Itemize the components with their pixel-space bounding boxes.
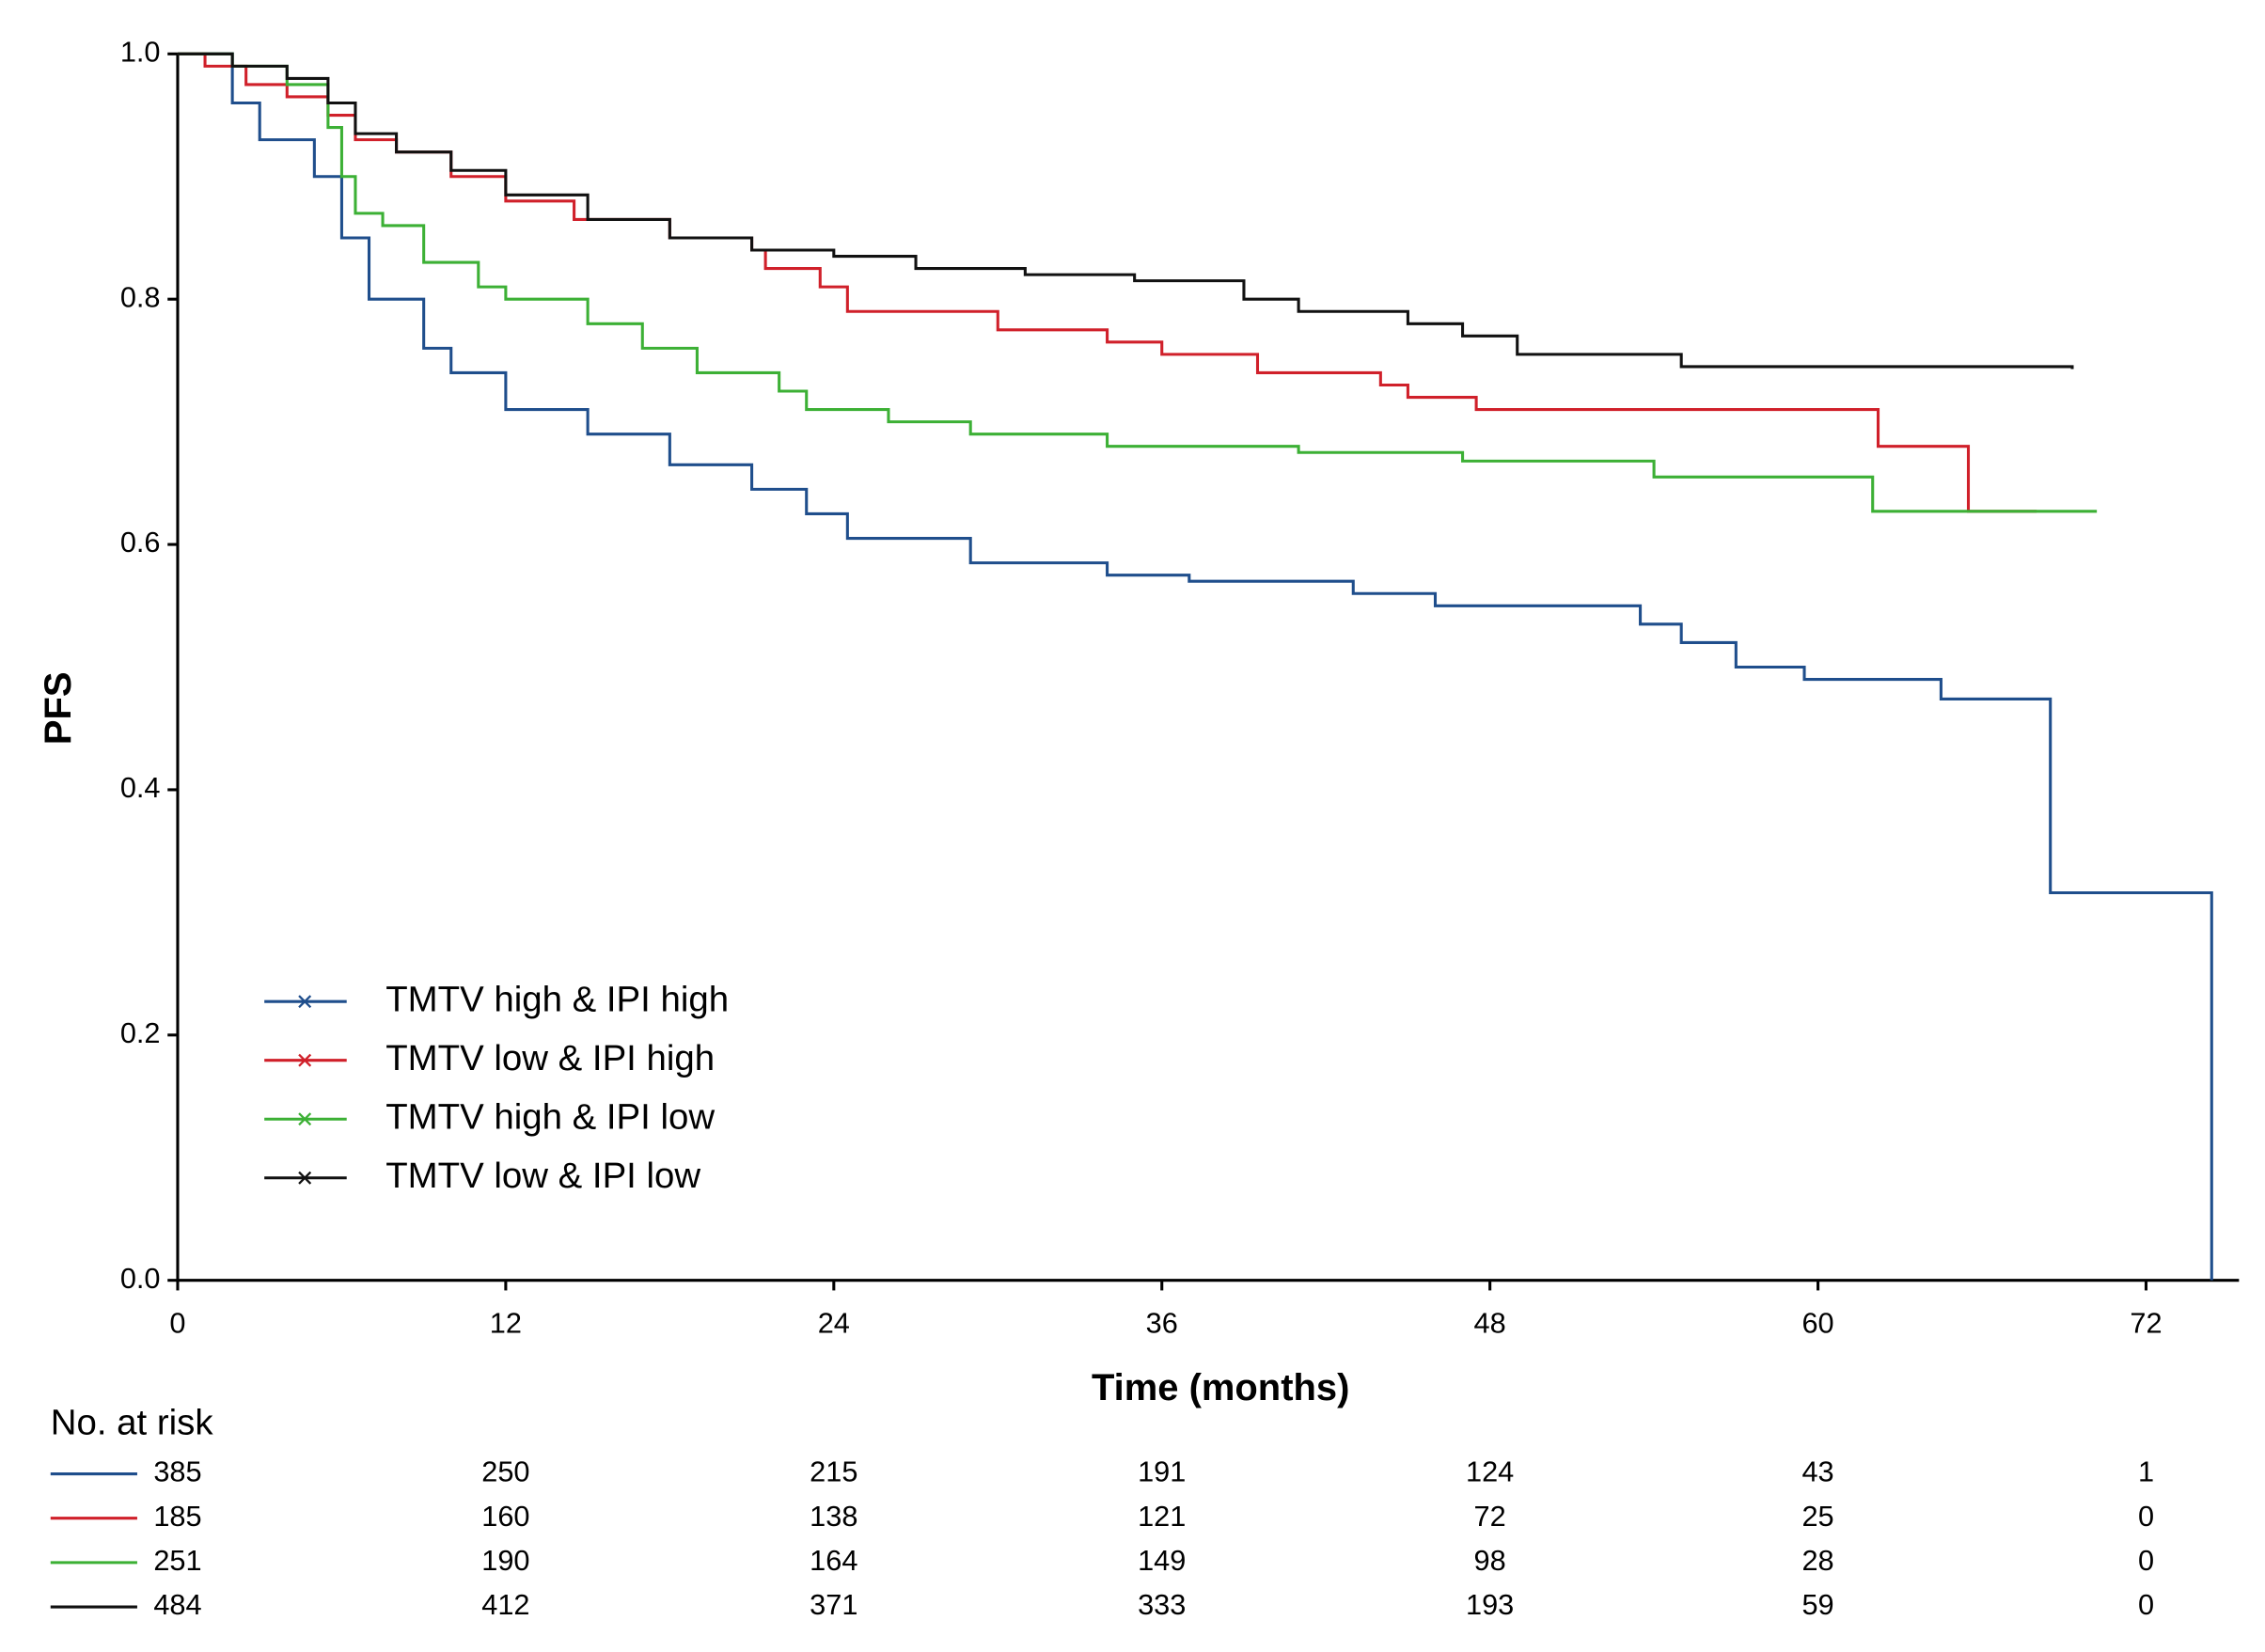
legend-marker: [298, 1171, 312, 1185]
y-tick-label: 0.6: [120, 526, 161, 559]
risk-count: 25: [1801, 1500, 1833, 1533]
risk-table-title: No. at risk: [51, 1402, 214, 1442]
risk-count: 164: [810, 1544, 857, 1577]
risk-count: 193: [1466, 1588, 1514, 1621]
y-tick-label: 0.2: [120, 1016, 161, 1049]
risk-count: 72: [1474, 1500, 1506, 1533]
risk-count: 98: [1474, 1544, 1506, 1577]
x-tick-label: 48: [1474, 1306, 1506, 1339]
risk-count: 121: [1138, 1500, 1186, 1533]
risk-count: 484: [153, 1588, 201, 1621]
legend-label: TMTV low & IPI high: [385, 1038, 715, 1078]
risk-count: 160: [481, 1500, 529, 1533]
risk-count: 251: [153, 1544, 201, 1577]
x-tick-label: 0: [169, 1306, 185, 1339]
risk-count: 215: [810, 1455, 857, 1488]
risk-count: 28: [1801, 1544, 1833, 1577]
risk-count: 149: [1138, 1544, 1186, 1577]
risk-count: 124: [1466, 1455, 1514, 1488]
y-tick-label: 0.8: [120, 280, 161, 313]
risk-count: 371: [810, 1588, 857, 1621]
risk-count: 385: [153, 1455, 201, 1488]
x-tick-label: 72: [2130, 1306, 2162, 1339]
legend-marker: [298, 995, 312, 1009]
risk-count: 185: [153, 1500, 201, 1533]
y-tick-label: 0.0: [120, 1262, 161, 1295]
risk-count: 412: [481, 1588, 529, 1621]
risk-count: 43: [1801, 1455, 1833, 1488]
survival-curve: [177, 52, 2213, 1281]
legend-label: TMTV high & IPI low: [385, 1096, 715, 1137]
risk-count: 250: [481, 1455, 529, 1488]
x-tick-label: 12: [490, 1306, 522, 1339]
survival-curve: [177, 52, 2098, 513]
legend-marker: [298, 1112, 312, 1126]
risk-count: 0: [2138, 1544, 2154, 1577]
risk-count: 59: [1801, 1588, 1833, 1621]
risk-count: 138: [810, 1500, 857, 1533]
survival-curve: [177, 52, 2074, 370]
risk-count: 191: [1138, 1455, 1186, 1488]
legend-label: TMTV low & IPI low: [385, 1156, 700, 1196]
legend-marker: [298, 1053, 312, 1067]
y-tick-label: 1.0: [120, 35, 161, 68]
risk-count: 333: [1138, 1588, 1186, 1621]
risk-count: 0: [2138, 1588, 2154, 1621]
risk-count: 1: [2138, 1455, 2154, 1488]
x-tick-label: 36: [1146, 1306, 1178, 1339]
x-tick-label: 24: [818, 1306, 850, 1339]
risk-count: 190: [481, 1544, 529, 1577]
legend-label: TMTV high & IPI high: [385, 979, 729, 1019]
risk-count: 0: [2138, 1500, 2154, 1533]
y-axis-title: PFS: [38, 671, 79, 745]
x-tick-label: 60: [1801, 1306, 1833, 1339]
x-axis-title: Time (months): [1092, 1367, 1349, 1408]
y-tick-label: 0.4: [120, 771, 161, 804]
